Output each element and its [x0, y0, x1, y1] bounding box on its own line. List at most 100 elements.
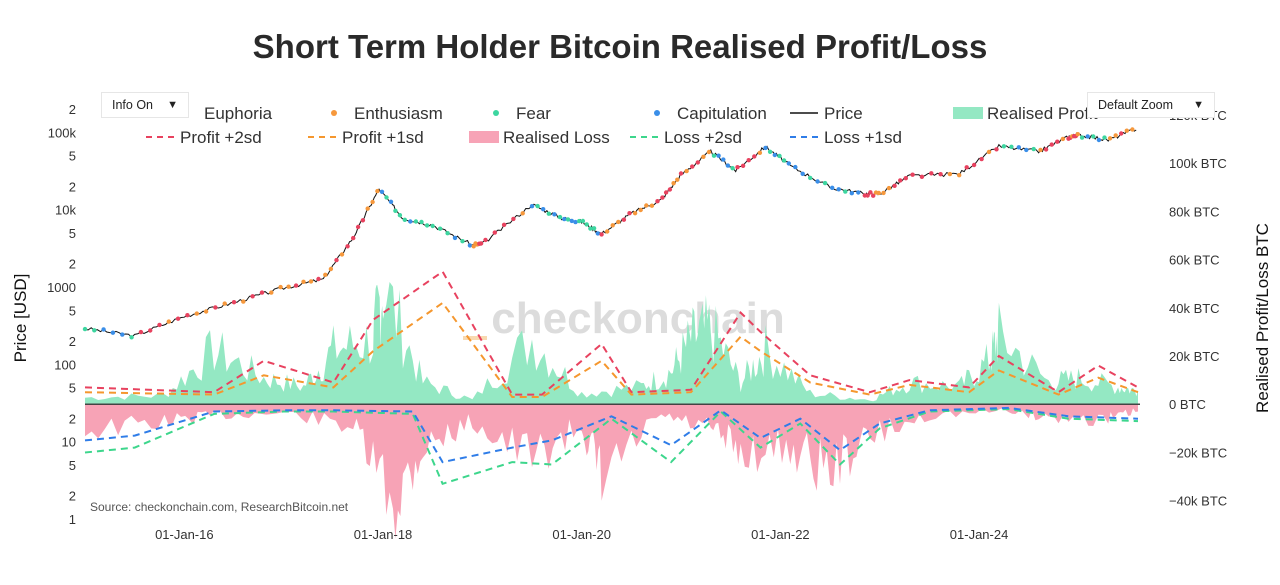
price-point-bull [1124, 128, 1130, 133]
price-point-bull [892, 183, 897, 188]
y-right-tick-label: 20k BTC [1169, 349, 1220, 364]
price-point-bear [437, 226, 443, 231]
price-point-bull [1119, 131, 1124, 136]
y-left-tick-label: 100k [48, 125, 77, 140]
price-point-bull [511, 216, 516, 222]
source-note: Source: checkonchain.com, ResearchBitcoi… [90, 500, 349, 514]
y-left-tick-label: 2 [69, 179, 76, 194]
y-left-tick-label: 10 [62, 435, 76, 450]
y-left-tick-label: 100 [54, 357, 76, 372]
y-left-tick-label: 5 [69, 149, 76, 164]
price-point-bull [231, 300, 237, 305]
zoom-label: Default Zoom [1098, 98, 1174, 112]
price-point-bull [599, 232, 604, 237]
price-point-bear [584, 222, 589, 227]
price-point-bull [746, 158, 751, 163]
y-left-tick-label: 2 [69, 411, 76, 426]
price-point-bull [638, 207, 643, 213]
price-point-bear [822, 180, 828, 186]
price-point-bull [250, 294, 255, 299]
y-right-tick-label: −40k BTC [1169, 494, 1227, 509]
price-point-bull [365, 206, 370, 211]
price-point-bull [898, 178, 903, 183]
price-point-bull [938, 172, 943, 177]
price-point-bear [92, 328, 97, 333]
price-point-bull [213, 305, 218, 310]
legend-label: Profit +1sd [342, 128, 424, 147]
price-point-bull [690, 164, 695, 169]
price-point-bull [649, 203, 655, 208]
y-right-tick-label: 40k BTC [1169, 301, 1220, 316]
price-point-bear [577, 218, 582, 224]
y-left-tick-label: 1000 [47, 280, 76, 295]
price-point-bear [1001, 144, 1007, 149]
price-point-bull [370, 199, 375, 205]
price-point-bear [82, 326, 88, 332]
info-toggle-dropdown[interactable]: Info On ▼ [101, 92, 189, 118]
price-point-bear [725, 163, 731, 168]
price-point-bear [408, 219, 413, 224]
price-point-bear [101, 327, 106, 332]
price-point-bull [627, 211, 632, 216]
chevron-down-icon: ▼ [1193, 99, 1204, 111]
price-point-bear [830, 185, 835, 190]
price-point-bull [1060, 136, 1066, 142]
price-point-bull [194, 311, 199, 316]
price-point-bull [605, 229, 610, 234]
legend-label: Realised Loss [503, 128, 610, 147]
realised-loss-area [85, 404, 1138, 539]
price-point-bull [868, 190, 873, 195]
price-point-bear [1085, 134, 1090, 139]
price-point-bear [786, 161, 791, 166]
price-point-bear [535, 203, 540, 209]
price-point-bull [286, 284, 291, 289]
price-point-bear [1102, 135, 1107, 140]
y-right-tick-label: 0 BTC [1169, 397, 1206, 412]
price-point-bull [684, 168, 689, 174]
price-point-bear [129, 335, 134, 340]
legend-label: Loss +1sd [824, 128, 902, 147]
price-point-bull [308, 279, 314, 284]
price-point-bear [397, 213, 403, 218]
legend-label: Profit +2sd [180, 128, 262, 147]
chart-title: Short Term Holder Bitcoin Realised Profi… [252, 28, 988, 65]
price-point-bear [569, 218, 574, 224]
price-point-bull [903, 176, 908, 181]
price-point-bull [483, 237, 488, 243]
price-point-bear [808, 175, 813, 181]
price-point-bear [552, 212, 557, 217]
y-left-tick-label: 2 [69, 102, 76, 117]
price-point-bull [671, 181, 676, 186]
price-point-bull [1107, 136, 1113, 141]
zoom-dropdown[interactable]: Default Zoom ▼ [1087, 92, 1215, 118]
price-point-bull [986, 149, 992, 155]
y-left-tick-label: 2 [69, 257, 76, 272]
price-point-bull [1075, 132, 1081, 137]
price-point-bull [259, 290, 265, 295]
price-point-bear [1016, 145, 1021, 150]
legend-label: Price [824, 104, 863, 123]
price-point-bull [701, 154, 706, 159]
price-point-bull [610, 223, 615, 228]
price-point-bull [752, 154, 757, 159]
price-point-bull [351, 235, 356, 241]
price-point-bear [781, 158, 787, 163]
price-point-bear [467, 243, 473, 248]
price-point-bear [1009, 144, 1014, 149]
watermark-accent [463, 336, 487, 340]
legend-marker [493, 110, 499, 116]
y-left-tick-label: 2 [69, 489, 76, 504]
price-point-bull [971, 162, 977, 168]
price-point-bull [293, 283, 299, 288]
price-point-bull [345, 244, 350, 249]
price-point-bear [580, 218, 586, 224]
price-point-bear [856, 190, 861, 195]
price-point-bear [716, 153, 721, 158]
legend-marker [331, 110, 337, 116]
price-point-bear [1096, 137, 1102, 143]
price-point-bear [730, 166, 735, 171]
y-right-tick-label: 80k BTC [1169, 204, 1220, 219]
price-point-bull [1130, 127, 1135, 132]
y-left-tick-label: 5 [69, 226, 76, 241]
price-point-bull [667, 187, 673, 192]
